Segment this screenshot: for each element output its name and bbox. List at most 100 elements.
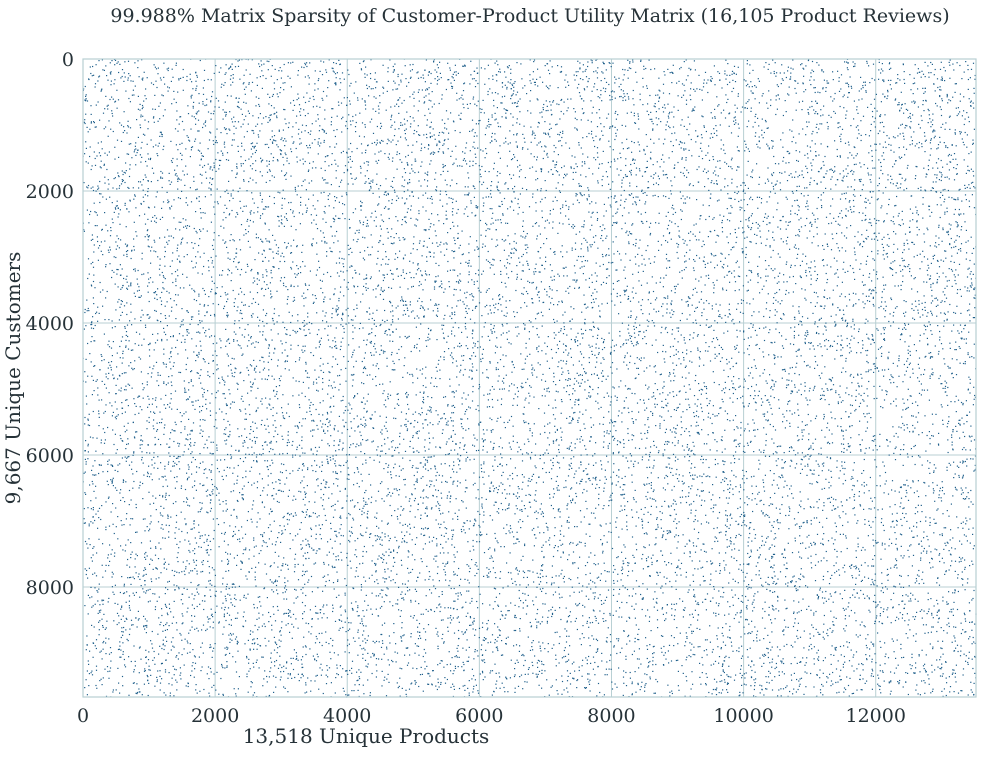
data-point (638, 142, 639, 143)
data-point (342, 420, 343, 421)
data-point (823, 673, 824, 674)
data-point (455, 668, 456, 669)
data-point (527, 577, 528, 578)
data-point (594, 373, 595, 374)
data-point (391, 203, 392, 204)
data-point (256, 366, 257, 367)
data-point (838, 692, 839, 693)
data-point (430, 83, 431, 84)
data-point (684, 167, 685, 168)
data-point (935, 345, 936, 346)
data-point (872, 670, 873, 671)
data-point (848, 606, 849, 607)
data-point (407, 310, 408, 311)
data-point (100, 610, 101, 611)
data-point (428, 328, 429, 329)
data-point (553, 201, 554, 202)
data-point (883, 609, 884, 610)
data-point (754, 593, 755, 594)
data-point (610, 634, 611, 635)
data-point (105, 527, 106, 528)
data-point (856, 567, 857, 568)
data-point (549, 309, 550, 310)
data-point (431, 507, 432, 508)
data-point (773, 426, 774, 427)
data-point (287, 442, 288, 443)
data-point (216, 672, 217, 673)
data-point (227, 564, 228, 565)
data-point (930, 443, 931, 444)
data-point (810, 456, 811, 457)
data-point (546, 388, 547, 389)
data-point (814, 271, 815, 272)
data-point (583, 423, 584, 424)
data-point (331, 317, 332, 318)
data-point (543, 243, 544, 244)
data-point (522, 688, 523, 689)
data-point (828, 126, 829, 127)
data-point (453, 74, 454, 75)
data-point (695, 320, 696, 321)
data-point (695, 288, 696, 289)
data-point (863, 669, 864, 670)
data-point (624, 509, 625, 510)
data-point (813, 635, 814, 636)
data-point (457, 225, 458, 226)
data-point (431, 508, 432, 509)
data-point (426, 137, 427, 138)
data-point (857, 375, 858, 376)
data-point (295, 187, 296, 188)
data-point (579, 144, 580, 145)
data-point (133, 187, 134, 188)
data-point (384, 501, 385, 502)
data-point (344, 79, 345, 80)
data-point (347, 639, 348, 640)
data-point (110, 661, 111, 662)
data-point (617, 574, 618, 575)
data-point (901, 285, 902, 286)
data-point (138, 270, 139, 271)
data-point (524, 138, 525, 139)
data-point (949, 550, 950, 551)
data-point (93, 411, 94, 412)
data-point (214, 73, 215, 74)
data-point (159, 597, 160, 598)
data-point (489, 361, 490, 362)
data-point (444, 536, 445, 537)
data-point (413, 262, 414, 263)
data-point (954, 153, 955, 154)
data-point (627, 286, 628, 287)
data-point (344, 426, 345, 427)
chart-title: 99.988% Matrix Sparsity of Customer-Prod… (110, 5, 949, 27)
data-point (368, 95, 369, 96)
data-point (879, 689, 880, 690)
data-point (315, 642, 316, 643)
data-point (302, 159, 303, 160)
data-point (662, 607, 663, 608)
data-point (903, 587, 904, 588)
data-point (116, 408, 117, 409)
data-point (155, 145, 156, 146)
data-point (129, 607, 130, 608)
data-point (887, 179, 888, 180)
data-point (783, 658, 784, 659)
data-point (101, 399, 102, 400)
data-point (954, 592, 955, 593)
data-point (129, 504, 130, 505)
data-point (613, 222, 614, 223)
data-point (805, 338, 806, 339)
data-point (952, 592, 953, 593)
data-point (148, 344, 149, 345)
data-point (287, 76, 288, 77)
data-point (108, 362, 109, 363)
data-point (920, 187, 921, 188)
data-point (336, 77, 337, 78)
data-point (638, 684, 639, 685)
data-point (756, 222, 757, 223)
data-point (151, 643, 152, 644)
data-point (722, 289, 723, 290)
data-point (547, 153, 548, 154)
data-point (373, 346, 374, 347)
data-point (944, 294, 945, 295)
data-point (747, 504, 748, 505)
